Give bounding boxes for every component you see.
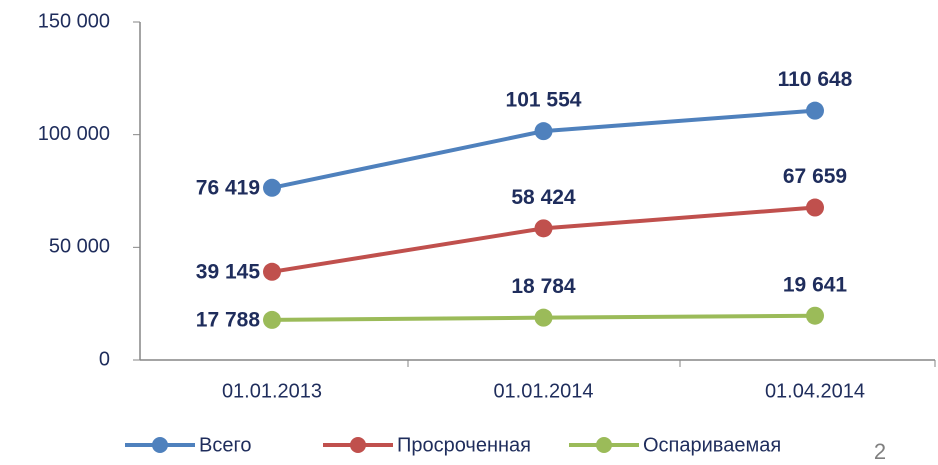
point [534,308,553,327]
y-tick-label: 50 000 [49,236,110,258]
data-label: 39 145 [196,260,261,283]
data-label: 67 659 [783,165,847,188]
x-tick-label: 01.01.2013 [222,380,322,402]
point [263,310,281,329]
data-label: 19 641 [783,273,848,296]
point [534,122,553,141]
legend-label: Просроченная [397,434,531,456]
data-label: 76 419 [196,176,260,199]
point [263,262,281,281]
point [806,101,824,120]
y-tick-label: 150 000 [38,10,110,32]
data-label: 17 788 [196,308,261,331]
data-label: 110 648 [778,68,853,91]
x-tick-label: 01.01.2014 [493,380,593,402]
point [263,178,281,197]
point [534,219,553,238]
legend-marker [350,437,366,453]
legend-label: Всего [199,434,251,456]
data-label: 101 554 [506,89,582,112]
data-label: 18 784 [511,275,576,298]
x-tick-label: 01.04.2014 [765,380,865,402]
legend-label: Оспариваемая [643,434,781,456]
series-line [271,205,816,274]
data-label: 58 424 [511,186,576,209]
y-tick-label: 0 [99,348,110,370]
point [806,198,824,217]
y-tick-label: 100 000 [38,123,110,145]
legend-marker [152,437,168,453]
point [806,306,824,325]
legend-marker [596,437,612,453]
page-number: 2 [874,439,886,464]
